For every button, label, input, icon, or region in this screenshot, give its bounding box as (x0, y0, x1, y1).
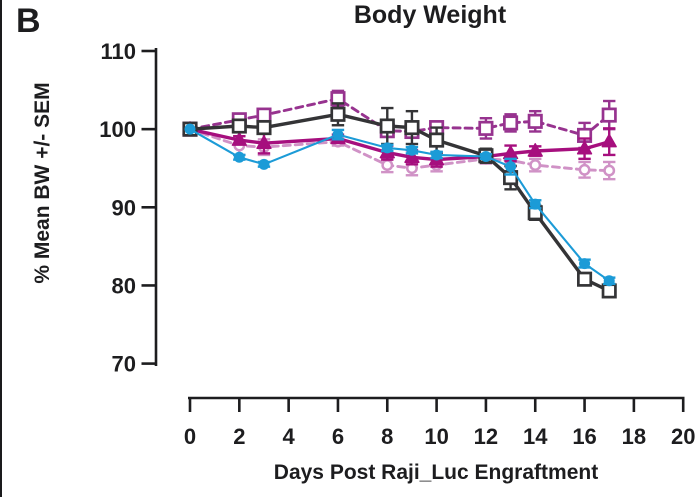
open-square-marker (256, 107, 272, 123)
open-circle-marker (529, 159, 542, 172)
filled-circle-marker (258, 158, 270, 170)
filled-circle-marker (505, 161, 517, 173)
y-tick-label: 70 (112, 352, 136, 377)
x-tick-label: 8 (381, 424, 393, 449)
x-tick-label: 14 (523, 424, 548, 449)
open-square-marker (503, 115, 519, 131)
x-tick-label: 10 (424, 424, 448, 449)
y-tick-label: 80 (112, 273, 136, 298)
open-circle-marker (578, 163, 591, 176)
open-square-marker (527, 113, 543, 129)
x-tick-label: 20 (671, 424, 695, 449)
x-tick-label: 18 (622, 424, 646, 449)
axes: 70 80 90 100 110 0 2 4 6 8 10 12 14 16 18 20 (99, 39, 695, 449)
filled-triangle-marker (404, 149, 420, 164)
panel-label: B (16, 2, 41, 40)
filled-circle-marker (184, 123, 196, 135)
open-square-marker (256, 120, 272, 136)
open-square-marker (429, 132, 445, 148)
filled-circle-marker (579, 258, 591, 270)
filled-circle-marker (332, 129, 344, 141)
filled-triangle-marker (256, 135, 272, 149)
filled-circle-marker (406, 144, 418, 156)
filled-triangle-marker (231, 132, 247, 146)
x-tick-label: 16 (572, 424, 596, 449)
open-square-marker (601, 107, 617, 123)
filled-triangle-marker (527, 143, 543, 157)
open-square-marker (330, 106, 346, 122)
open-square-marker (231, 118, 247, 134)
series-line (188, 127, 611, 162)
series-line (188, 97, 611, 137)
y-tick-label: 100 (99, 117, 136, 142)
x-tick-label: 0 (184, 424, 196, 449)
open-circle-marker (381, 159, 394, 172)
filled-circle-marker (431, 149, 443, 161)
y-tick-label: 90 (112, 195, 136, 220)
open-square-marker (577, 271, 593, 287)
filled-circle-marker (603, 275, 615, 287)
x-tick-label: 6 (332, 424, 344, 449)
series-purple-dashed-open-square (182, 89, 617, 150)
series-blue-solid-filled-circle (184, 123, 616, 287)
x-tick-label: 2 (233, 424, 245, 449)
filled-circle-marker (480, 151, 492, 163)
x-axis-title: Days Post Raji_Luc Engraftment (273, 461, 599, 484)
filled-triangle-marker (576, 140, 593, 155)
open-square-marker (601, 283, 617, 299)
filled-circle-marker (529, 198, 541, 210)
x-tick-label: 4 (283, 424, 296, 449)
filled-circle-marker (381, 142, 393, 154)
open-circle-marker (603, 164, 616, 177)
open-square-marker (478, 120, 494, 136)
open-square-marker (379, 118, 395, 134)
panel-edge-divider (0, 0, 2, 497)
filled-circle-marker (233, 151, 245, 163)
x-tick-label: 12 (474, 424, 498, 449)
chart-title: Body Weight (353, 1, 507, 29)
open-square-marker (404, 120, 420, 136)
filled-triangle-marker (601, 133, 617, 148)
series-magenta-solid-filled-triangle (182, 121, 617, 168)
y-tick-label: 110 (101, 39, 137, 64)
